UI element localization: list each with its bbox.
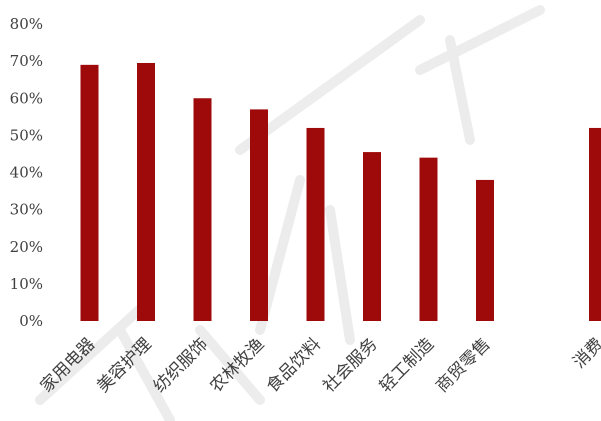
x-tick-label: 食品饮料 (263, 334, 325, 396)
y-tick-label: 50% (10, 126, 43, 144)
x-tick-label: 家用电器 (37, 334, 99, 396)
y-tick-label: 70% (10, 52, 43, 70)
y-tick-label: 10% (10, 275, 43, 293)
bar (250, 109, 268, 321)
y-tick-label: 80% (10, 15, 43, 33)
bar (137, 62, 155, 321)
watermark-graphic (35, 5, 545, 421)
y-tick-label: 60% (10, 89, 43, 107)
bar (363, 152, 381, 321)
bar (306, 127, 325, 321)
x-tick-label: 消费 (569, 334, 601, 372)
bar-series (80, 62, 601, 321)
bar (419, 157, 438, 321)
bar (476, 179, 494, 321)
bar (80, 64, 99, 321)
bar (193, 98, 212, 321)
x-tick-label: 商贸零售 (432, 334, 494, 396)
y-tick-label: 40% (10, 164, 43, 182)
y-tick-label: 30% (10, 201, 43, 219)
x-tick-label: 纺织服饰 (150, 334, 212, 396)
y-tick-label: 0% (19, 312, 43, 330)
y-tick-label: 20% (10, 238, 43, 256)
bar (589, 127, 601, 321)
x-tick-label: 轻工制造 (376, 334, 438, 396)
y-axis: 0% 10% 20% 30% 40% 50% 60% 70% 80% (10, 15, 43, 330)
